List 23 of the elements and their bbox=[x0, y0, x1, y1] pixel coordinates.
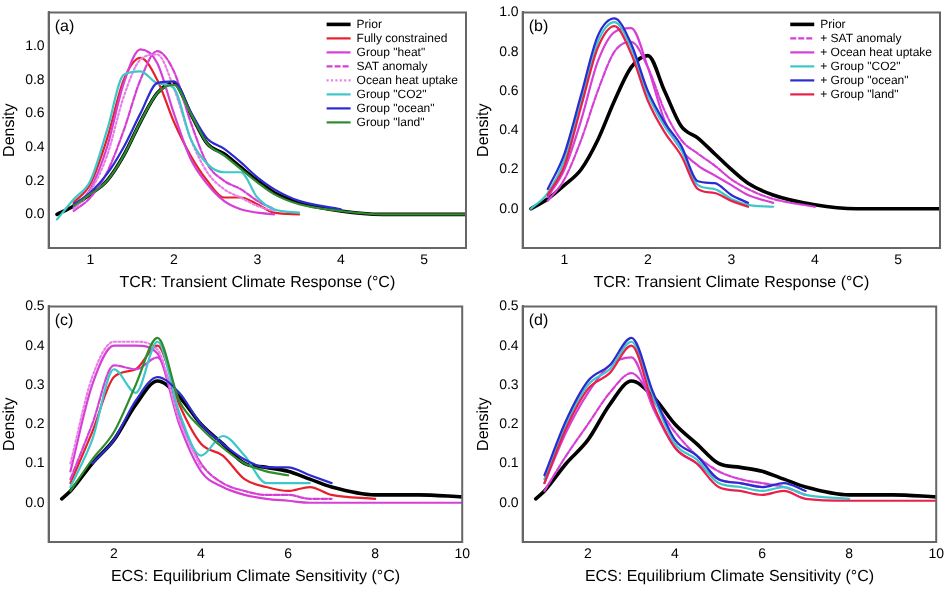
line-series bbox=[69, 344, 377, 500]
line-series bbox=[55, 70, 301, 221]
x-axis-title: ECS: Equilibrium Climate Sensitivity (°C) bbox=[110, 566, 401, 585]
y-axis-title: Density bbox=[474, 397, 493, 451]
line-series bbox=[91, 375, 333, 485]
y-axis-title: Density bbox=[0, 103, 19, 157]
line-series bbox=[59, 379, 463, 501]
y-axis-title: Density bbox=[0, 397, 19, 451]
line-series bbox=[543, 336, 807, 493]
annotation: (c) bbox=[54, 310, 74, 329]
line-series bbox=[72, 80, 342, 211]
line-series bbox=[543, 344, 937, 502]
line-series bbox=[543, 340, 851, 500]
annotation: (a) bbox=[54, 16, 75, 35]
x-axis-title: ECS: Equilibrium Climate Sensitivity (°C) bbox=[584, 566, 875, 585]
line-series bbox=[69, 344, 463, 504]
annotation: (d) bbox=[528, 310, 549, 329]
line-series bbox=[69, 340, 203, 469]
annotation: (b) bbox=[528, 16, 549, 35]
x-axis-title: TCR: Transient Climate Response (°C) bbox=[593, 272, 870, 291]
line-series bbox=[533, 379, 937, 501]
y-axis-title: Density bbox=[474, 103, 493, 157]
x-axis-title: TCR: Transient Climate Response (°C) bbox=[119, 272, 396, 291]
